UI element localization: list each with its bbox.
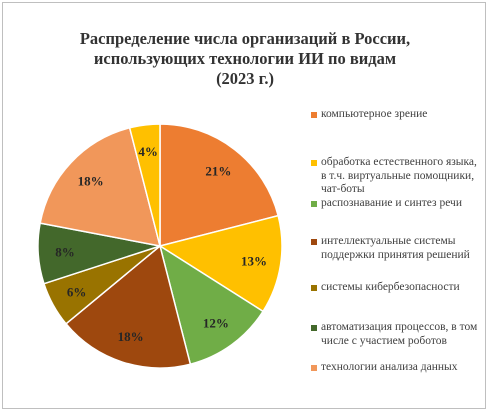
data-label-2: 12% xyxy=(203,315,229,330)
chart-title-line-3: (2023 г.) xyxy=(216,69,274,88)
pie-slice-1 xyxy=(158,214,283,313)
legend-swatch-3 xyxy=(311,239,317,245)
legend-label-0: компьютерное зрение xyxy=(321,108,428,120)
chart-title-line-1: Распределение числа организаций в России… xyxy=(79,29,411,48)
data-label-0: 21% xyxy=(205,163,231,178)
legend-label-4: системы кибербезопасности xyxy=(321,281,460,293)
pie-slice-0 xyxy=(159,123,280,247)
legend-swatch-4 xyxy=(311,285,317,291)
legend-swatch-2 xyxy=(311,201,317,207)
legend-label-5: автоматизация процессов, в том числе с у… xyxy=(321,321,478,347)
legend-swatch-5 xyxy=(311,325,317,331)
data-label-7: 4% xyxy=(138,144,158,159)
data-label-3: 18% xyxy=(118,329,144,344)
legend-label-2: распознавание и синтез речи xyxy=(321,197,462,209)
legend-label-1: обработка естественного языка, в т.ч. ви… xyxy=(321,156,477,195)
data-label-5: 8% xyxy=(55,244,75,259)
legend-swatch-1 xyxy=(311,160,317,166)
data-label-4: 6% xyxy=(67,284,87,299)
chart-title: Распределение числа организаций в России… xyxy=(3,29,487,89)
legend-label-6: технологии анализа данных xyxy=(321,361,458,373)
pie-slice-7 xyxy=(128,123,161,247)
pie-chart: 21% 13% 12% 18% 6% 8% 18% 4% xyxy=(37,123,283,369)
data-label-6: 18% xyxy=(78,173,104,188)
legend-swatch-6 xyxy=(311,365,317,371)
chart-title-line-2: использующих технологии ИИ по видам xyxy=(93,49,397,68)
pie-slice-3 xyxy=(64,244,192,369)
legend-label-3: интеллектуальные системы поддержки приня… xyxy=(321,235,470,261)
pie-slice-2 xyxy=(158,244,265,366)
legend-swatch-0 xyxy=(311,112,317,118)
pie-slice-6 xyxy=(39,126,162,247)
data-label-1: 13% xyxy=(241,253,267,268)
chart-area: Распределение числа организаций в России… xyxy=(2,2,486,409)
